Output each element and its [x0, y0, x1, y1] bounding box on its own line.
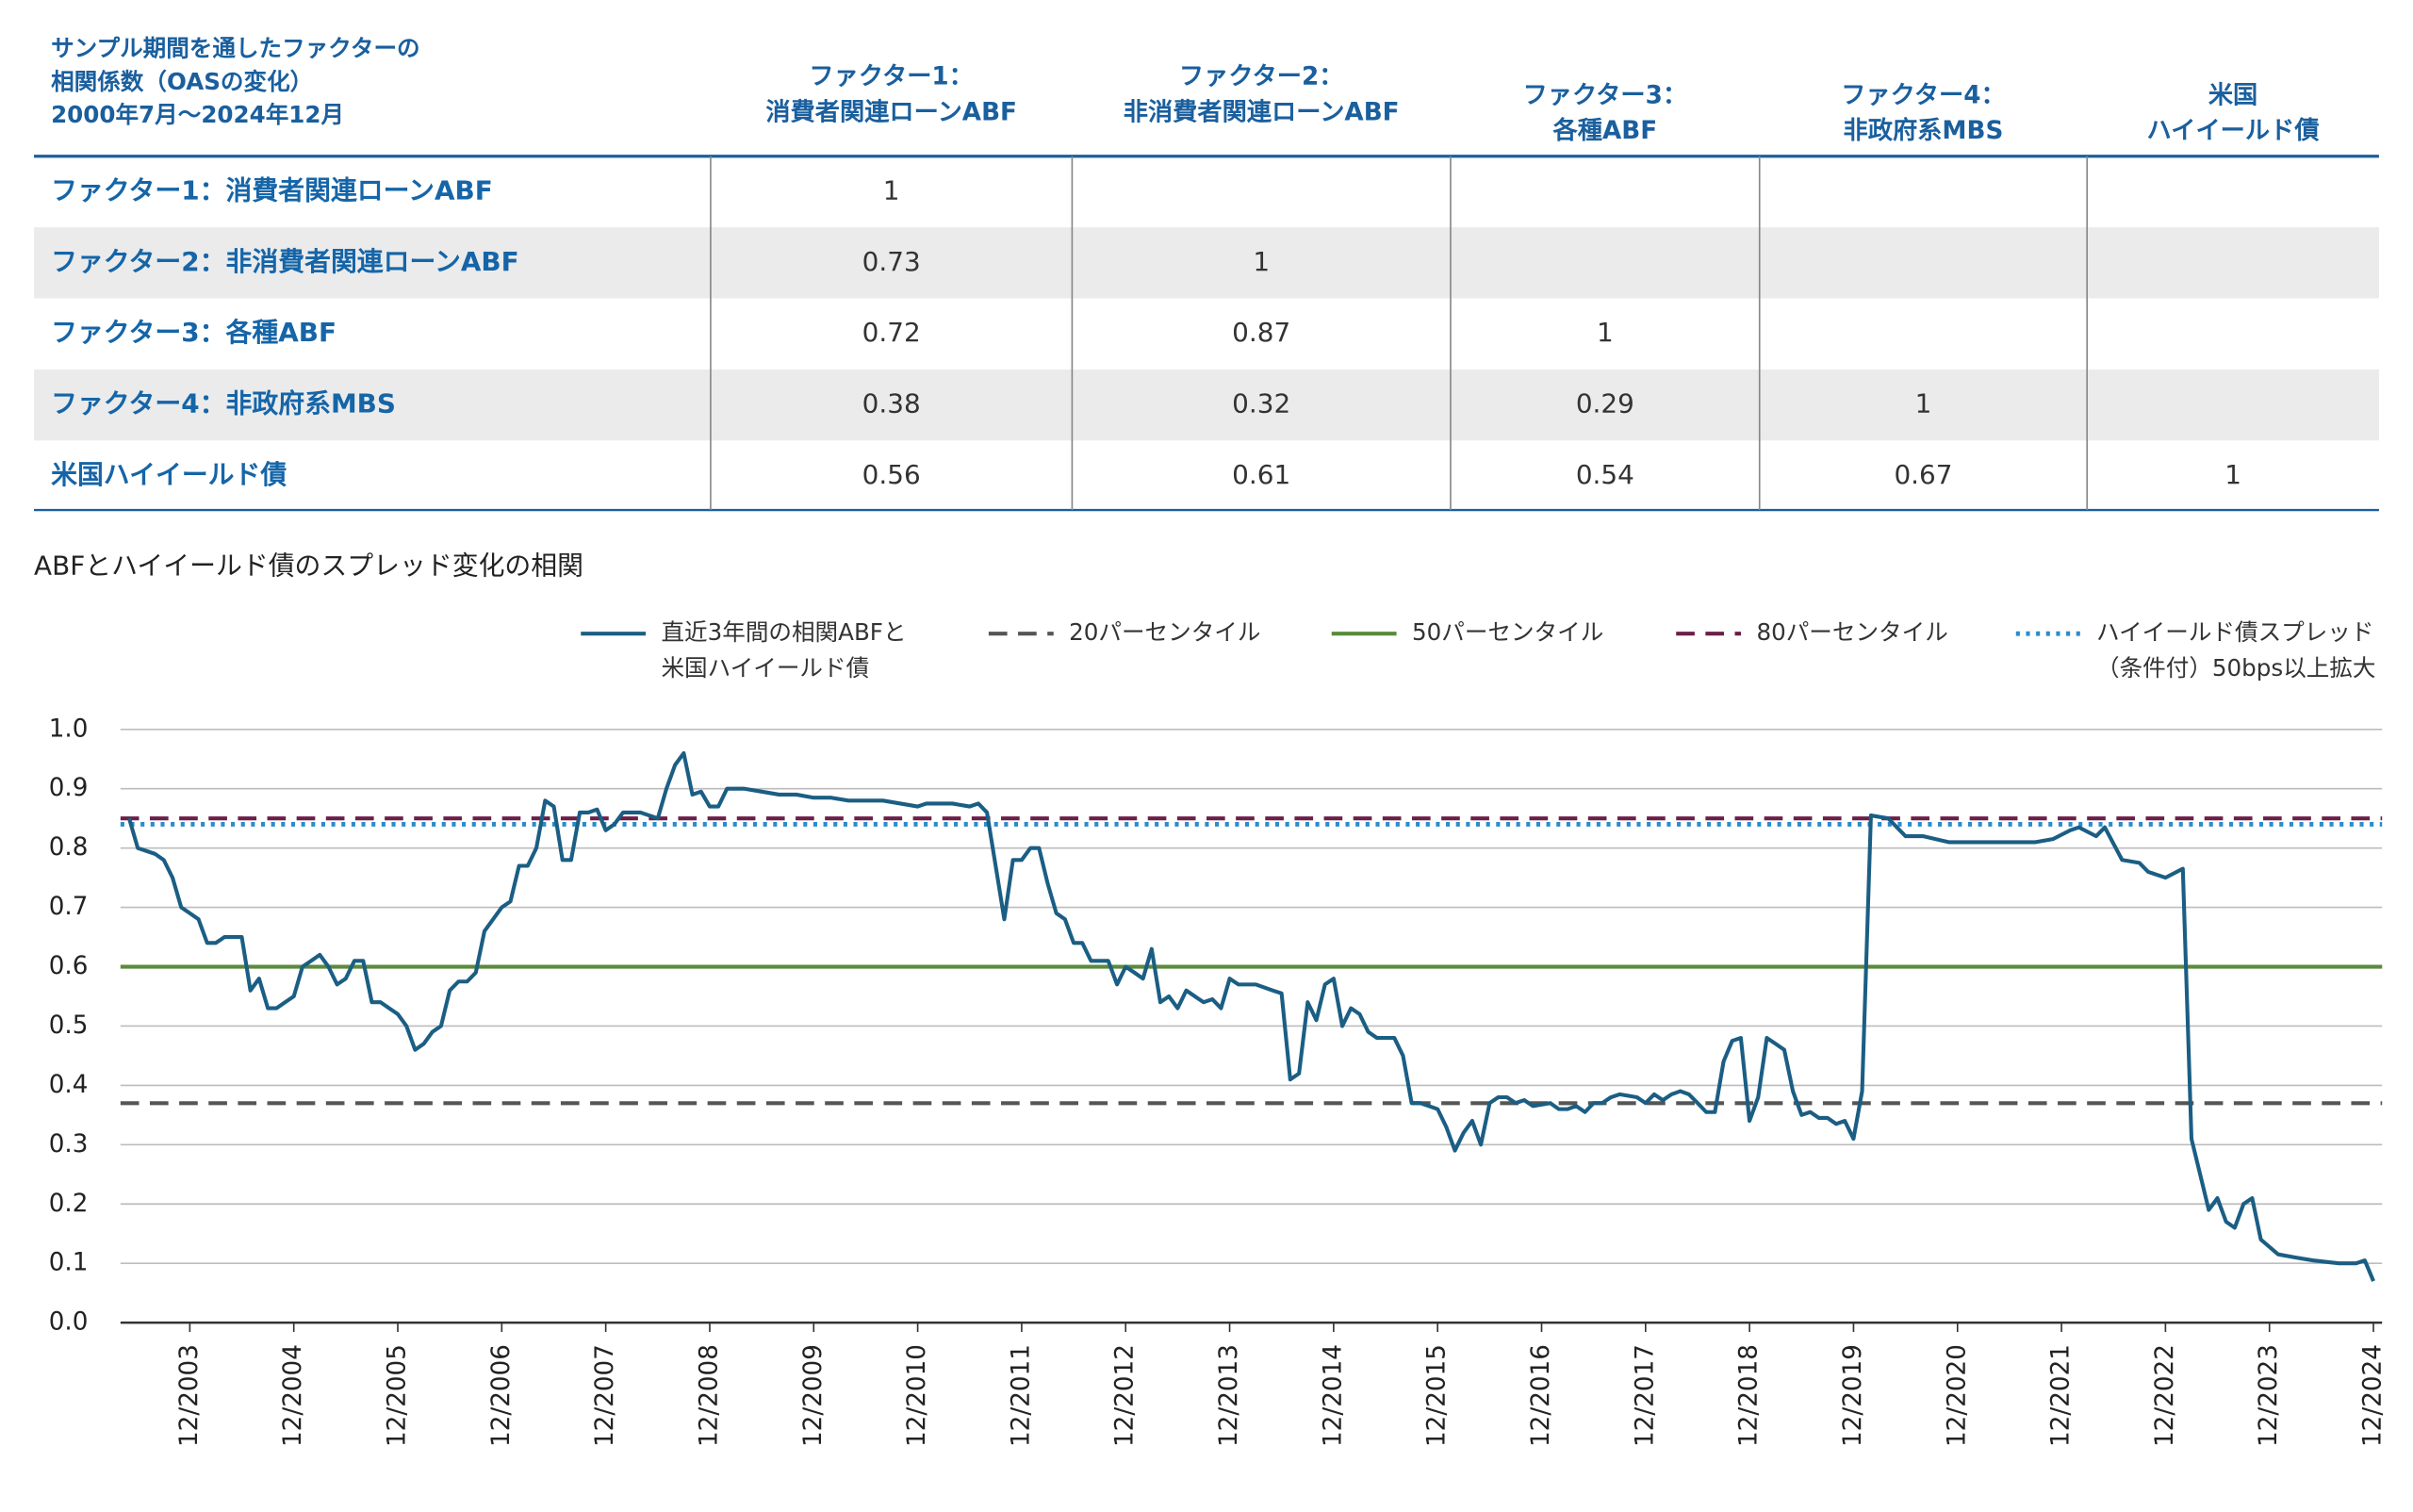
legend-label: ハイイールド債スプレッド	[2096, 618, 2373, 646]
column-dividers	[710, 156, 2089, 511]
x-tick-label: 12/2006	[487, 1344, 516, 1447]
x-tick-label: 12/2023	[2255, 1344, 2283, 1447]
x-tick-label: 12/2012	[1111, 1344, 1140, 1447]
row-label: ファクター3：各種ABF	[51, 317, 337, 348]
x-tick-label: 12/2013	[1215, 1344, 1243, 1447]
x-tick-label: 12/2004	[279, 1344, 307, 1447]
y-tick-label: 0.0	[49, 1308, 89, 1337]
cell-value: 1	[1253, 246, 1270, 277]
x-tick-label: 12/2008	[695, 1344, 723, 1447]
x-tick-label: 12/2010	[903, 1344, 931, 1447]
x-tick-label: 12/2019	[1839, 1344, 1867, 1447]
cell-value: 0.73	[862, 246, 921, 277]
y-tick-label: 0.5	[49, 1011, 89, 1040]
cell-value: 0.72	[862, 317, 921, 348]
column-header: ファクター2：	[1179, 63, 1344, 91]
column-header: 消費者関連ローンABF	[765, 98, 1017, 126]
row-band	[34, 227, 2379, 299]
x-tick-label: 12/2011	[1007, 1344, 1035, 1447]
x-tick-label: 12/2022	[2151, 1344, 2179, 1447]
cell-value: 1	[2224, 459, 2241, 490]
column-header: ファクター4：	[1841, 81, 2006, 109]
series-line	[127, 750, 2375, 1282]
x-tick-label: 12/2016	[1527, 1344, 1555, 1447]
y-tick-label: 0.7	[49, 893, 89, 921]
table-title: 2000年7月～2024年12月	[51, 101, 344, 128]
y-tick-label: 0.3	[49, 1130, 89, 1159]
x-tick-label: 12/2020	[1943, 1344, 1971, 1447]
y-tick-label: 0.6	[49, 952, 89, 980]
legend-label: 50パーセンタイル	[1412, 618, 1603, 646]
x-tick-label: 12/2005	[384, 1344, 412, 1447]
chart-title: ABFとハイイールド債のスプレッド変化の相関	[34, 551, 583, 582]
legend-label: 米国ハイイールド債	[661, 654, 869, 682]
y-tick-label: 1.0	[49, 715, 89, 743]
x-tick-label: 12/2021	[2047, 1344, 2076, 1447]
table-title: サンプル期間を通したファクターの	[51, 35, 420, 62]
cell-value: 0.56	[862, 459, 921, 490]
table-title: 相関係数（OASの変化）	[51, 68, 313, 95]
column-header: 非消費者関連ローンABF	[1124, 98, 1400, 126]
legend-label: 直近3年間の相関ABFと	[661, 618, 906, 646]
cell-value: 0.54	[1576, 459, 1634, 490]
row-label: ファクター4：非政府系MBS	[51, 388, 396, 419]
column-header: 非政府系MBS	[1844, 116, 2004, 145]
y-tick-label: 0.8	[49, 833, 89, 862]
x-tick-label: 12/2017	[1631, 1344, 1659, 1447]
cell-value: 0.32	[1232, 388, 1290, 419]
x-tick-label: 12/2009	[799, 1344, 828, 1447]
column-header: ファクター1：	[809, 63, 974, 91]
cell-value: 0.29	[1576, 388, 1634, 419]
cell-value: 0.38	[862, 388, 921, 419]
cell-value: 0.61	[1232, 459, 1290, 490]
cell-value: 0.67	[1894, 459, 1952, 490]
x-tick-label: 12/2018	[1735, 1344, 1764, 1447]
cell-value: 1	[1597, 317, 1614, 348]
legend-label: （条件付）50bps以上拡大	[2096, 654, 2376, 682]
x-tick-label: 12/2014	[1319, 1344, 1347, 1447]
x-tick-label: 12/2003	[175, 1344, 204, 1447]
y-tick-label: 0.4	[49, 1071, 89, 1099]
y-tick-label: 0.1	[49, 1249, 89, 1277]
x-tick-label: 12/2007	[591, 1344, 619, 1447]
legend-label: 20パーセンタイル	[1069, 618, 1260, 646]
column-header: ハイイールド債	[2147, 117, 2320, 145]
column-header: 米国	[2208, 81, 2257, 109]
cell-value: 1	[1915, 388, 1932, 419]
x-tick-label: 12/2015	[1423, 1344, 1452, 1447]
x-tick-label: 12/2024	[2359, 1344, 2388, 1447]
cell-value: 0.87	[1232, 317, 1290, 348]
cell-value: 1	[883, 174, 900, 205]
row-label: ファクター2：非消費者関連ローンABF	[51, 246, 519, 277]
column-header: 各種ABF	[1552, 116, 1658, 145]
y-tick-label: 0.9	[49, 774, 89, 802]
column-header: ファクター3：	[1523, 81, 1688, 109]
row-band	[34, 369, 2379, 441]
row-label: ファクター1：消費者関連ローンABF	[51, 174, 493, 205]
y-tick-label: 0.2	[49, 1190, 89, 1218]
row-label: 米国ハイイールド債	[51, 459, 287, 490]
legend-label: 80パーセンタイル	[1756, 618, 1947, 646]
